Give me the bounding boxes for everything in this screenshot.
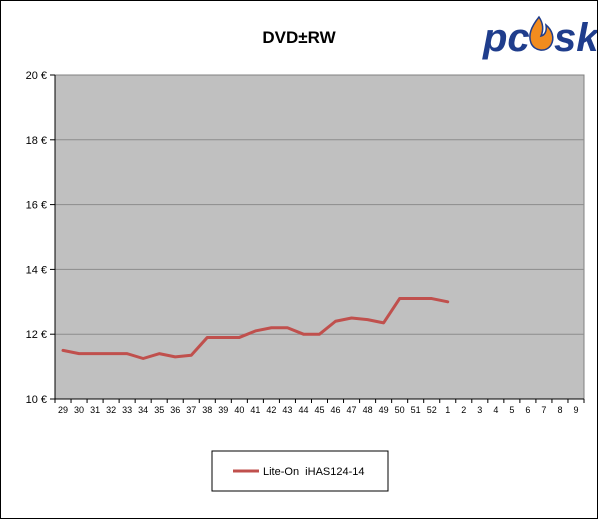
y-tick-label: 10 € xyxy=(26,394,47,406)
x-tick-label: 42 xyxy=(266,405,276,415)
x-tick-label: 4 xyxy=(493,405,498,415)
y-tick-label: 14 € xyxy=(26,264,47,276)
x-tick-label: 35 xyxy=(154,405,164,415)
x-tick-label: 32 xyxy=(106,405,116,415)
x-tick-label: 49 xyxy=(379,405,389,415)
x-tick-label: 34 xyxy=(138,405,148,415)
plot-area xyxy=(54,74,585,400)
legend-label: Lite-On iHAS124-14 xyxy=(263,466,365,478)
x-tick-label: 29 xyxy=(58,405,68,415)
x-tick-label: 33 xyxy=(122,405,132,415)
logo-text-left: pc xyxy=(482,16,530,60)
logo-text-right: sk xyxy=(554,16,597,60)
x-tick-label: 1 xyxy=(445,405,450,415)
x-tick-label: 45 xyxy=(314,405,324,415)
series-layer xyxy=(61,297,450,360)
x-tick-label: 43 xyxy=(282,405,292,415)
x-tick-label: 5 xyxy=(509,405,514,415)
x-tick-label: 9 xyxy=(573,405,578,415)
logo-flame-icon xyxy=(529,15,554,51)
x-tick-label: 48 xyxy=(363,405,373,415)
x-tick-label: 52 xyxy=(427,405,437,415)
y-axis: 10 € 12 € 14 € 16 € 18 € 20 € xyxy=(26,70,56,406)
y-tick-label: 12 € xyxy=(26,329,47,341)
y-tick-label: 20 € xyxy=(26,70,47,82)
x-axis: 29 30 31 32 33 34 35 36 37 38 39 40 41 42 43 44 45 46 47 48… xyxy=(54,398,585,415)
x-tick-label: 36 xyxy=(170,405,180,415)
x-tick-label: 50 xyxy=(395,405,405,415)
x-tick-label: 37 xyxy=(186,405,196,415)
x-tick-label: 46 xyxy=(331,405,341,415)
x-tick-label: 47 xyxy=(347,405,357,415)
y-tick-label: 16 € xyxy=(26,200,47,212)
x-tick-label: 38 xyxy=(202,405,212,415)
legend: Lite-On iHAS124-14 xyxy=(211,450,389,492)
x-tick-label: 41 xyxy=(250,405,260,415)
x-tick-label: 40 xyxy=(234,405,244,415)
x-tick-label: 30 xyxy=(74,405,84,415)
chart-title: DVD±RW xyxy=(262,28,336,47)
x-tick-label: 51 xyxy=(411,405,421,415)
x-tick-label: 3 xyxy=(477,405,482,415)
series-line-0 xyxy=(61,297,450,360)
x-tick-label: 6 xyxy=(525,405,530,415)
y-tick-label: 18 € xyxy=(26,135,47,147)
x-tick-label: 44 xyxy=(298,405,308,415)
x-tick-label: 7 xyxy=(541,405,546,415)
logo: pc sk xyxy=(482,15,597,60)
x-tick-label: 31 xyxy=(90,405,100,415)
x-tick-label: 39 xyxy=(218,405,228,415)
x-tick-label: 2 xyxy=(461,405,466,415)
x-tick-label: 8 xyxy=(557,405,562,415)
